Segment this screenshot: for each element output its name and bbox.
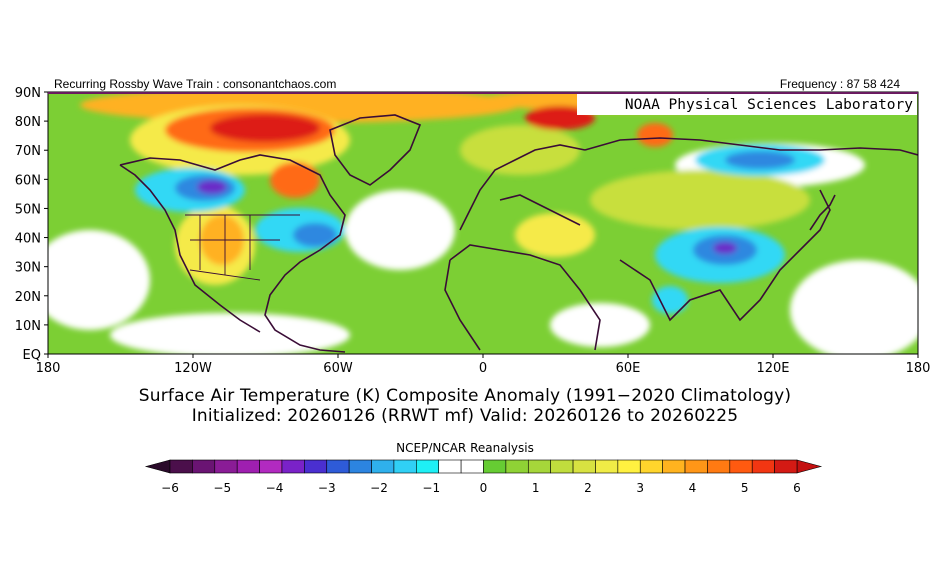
colorbar-swatch [259, 459, 283, 474]
colorbar-swatch [751, 459, 775, 474]
field-warm-mideast [515, 213, 595, 257]
y-tick-label: 20N [15, 290, 41, 305]
colorbar-swatch [550, 459, 574, 474]
y-tick-label: 10N [15, 319, 41, 334]
field-cold-india [652, 286, 688, 314]
frequency-label: Frequency : 87 58 424 [779, 77, 900, 91]
colorbar-swatch [729, 459, 753, 474]
colorbar-label: 5 [741, 481, 749, 495]
y-tick-label: 80N [15, 115, 41, 130]
field-neutral-trop [110, 313, 350, 354]
colorbar-swatch [393, 459, 417, 474]
noaa-badge-bg [577, 94, 917, 115]
coast-japan [809, 194, 836, 231]
field-cold-eus2 [293, 223, 337, 247]
colorbar-swatch [214, 459, 238, 474]
y-tick-label: 60N [15, 173, 41, 188]
field-neutral-npac [48, 230, 150, 330]
colorbar-swatch [348, 459, 372, 474]
colorbar-label: 4 [689, 481, 697, 495]
y-tick-label: 30N [15, 261, 41, 276]
colorbar-swatch [236, 459, 260, 474]
colorbar-swatch [505, 459, 529, 474]
x-tick-label: 180 [36, 361, 61, 376]
field-cold-sib2 [725, 151, 795, 169]
colorbar-swatch [572, 459, 596, 474]
colorbar-label: 1 [532, 481, 540, 495]
coast-africa [444, 244, 601, 351]
field-hot-siberia [637, 123, 673, 147]
colorbar-title: NCEP/NCAR Reanalysis [396, 441, 534, 455]
colorbar-label: −2 [370, 481, 388, 495]
colorbar-swatch [416, 459, 440, 474]
colorbar-swatch [438, 459, 462, 474]
source-credit: Recurring Rossby Wave Train : consonantc… [54, 77, 337, 91]
field-warm-asia [590, 170, 810, 230]
coast-asia [584, 137, 918, 322]
border-states [190, 215, 280, 275]
field-warm-eur [460, 125, 580, 175]
colorbar-label: −1 [422, 481, 440, 495]
colorbar-high-arrow [796, 459, 823, 474]
x-tick-label: 60W [323, 361, 353, 376]
colorbar-label: 0 [480, 481, 488, 495]
y-tick-label: 90N [15, 86, 41, 101]
colorbar-swatch [169, 459, 193, 474]
field-neutral-natl [345, 190, 455, 270]
colorbar-swatch [662, 459, 686, 474]
y-axis-ticks: 90N 80N 70N 60N 50N 40N 30N 20N 10N EQ [15, 86, 48, 363]
colorbar-swatch [774, 459, 798, 474]
colorbar-swatch [617, 459, 641, 474]
coast-europe [459, 144, 586, 231]
colorbar-label: −6 [161, 481, 179, 495]
y-tick-label: 70N [15, 144, 41, 159]
colorbar-swatch [192, 459, 216, 474]
colorbar-swatch [371, 459, 395, 474]
coast-north-america [119, 154, 346, 353]
field-cold-china3 [713, 242, 737, 254]
colorbar-swatch [281, 459, 305, 474]
colorbar-label: 3 [636, 481, 644, 495]
x-tick-label: 180 [906, 361, 930, 376]
noaa-badge: NOAA Physical Sciences Laboratory [625, 97, 913, 113]
colorbar-swatch [304, 459, 328, 474]
field-neutral-pac [790, 260, 918, 354]
x-tick-label: 0 [479, 361, 487, 376]
field-hot-baffin2 [210, 114, 320, 142]
colorbar-swatch [639, 459, 663, 474]
x-tick-label: 60E [616, 361, 641, 376]
colorbar-label: −4 [266, 481, 284, 495]
map-subtitle: Initialized: 20260126 (RRWT mf) Valid: 2… [191, 406, 739, 426]
y-tick-label: 50N [15, 202, 41, 217]
x-tick-label: 120E [756, 361, 789, 376]
colorbar-label: −3 [318, 481, 336, 495]
coastlines [119, 114, 918, 353]
colorbar-swatch [684, 459, 708, 474]
field-hot-hudson [270, 162, 320, 198]
borders [185, 214, 300, 281]
x-axis-ticks: 180 120W 60W 0 60E 120E 180 [36, 354, 930, 376]
coast-greenland [329, 114, 422, 186]
colorbar-low-arrow [144, 459, 171, 474]
y-tick-label: 40N [15, 232, 41, 247]
colorbar-swatch [707, 459, 731, 474]
field-neutral-ind [550, 303, 650, 347]
colorbar-swatch [595, 459, 619, 474]
colorbar-label: 2 [584, 481, 592, 495]
colorbar-swatch [326, 459, 350, 474]
colorbar-label: −5 [213, 481, 231, 495]
colorbar-swatch [483, 459, 507, 474]
colorbar-swatch [460, 459, 484, 474]
y-tick-label: EQ [23, 348, 41, 363]
x-tick-label: 120W [174, 361, 212, 376]
colorbar-swatch [527, 459, 551, 474]
map-title: Surface Air Temperature (K) Composite An… [138, 386, 792, 406]
field-cold-alaska3 [197, 180, 227, 194]
colorbar-label: 6 [793, 481, 801, 495]
